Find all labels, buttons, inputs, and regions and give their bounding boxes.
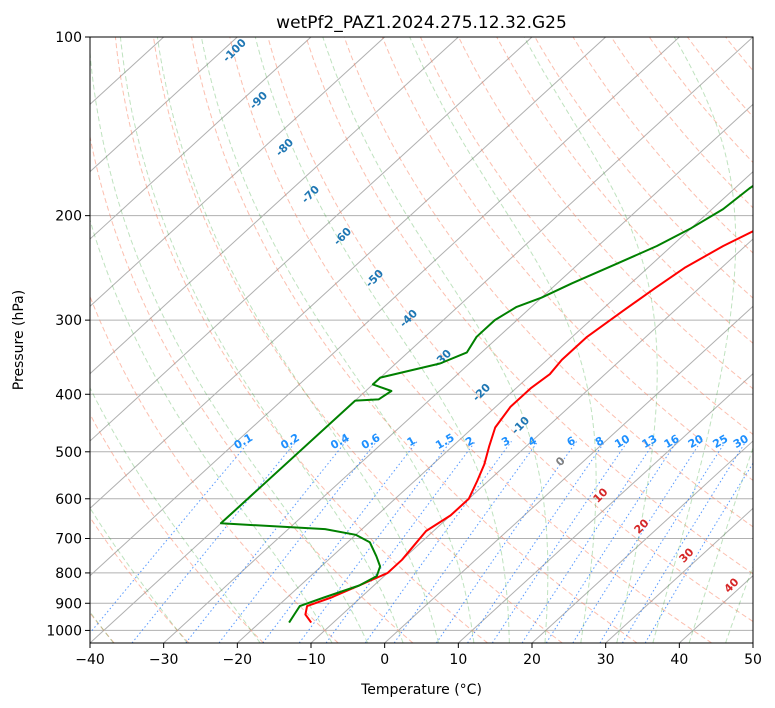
y-tick-label: 100 (55, 30, 82, 46)
mixing-ratio-line (364, 441, 512, 643)
sounding-profiles (219, 184, 753, 624)
y-tick-label: 600 (55, 492, 82, 508)
dry-adiabat (610, 37, 753, 209)
mixing-ratio-line (467, 441, 606, 643)
plot-frame (89, 36, 754, 644)
moist-adiabat (90, 48, 369, 643)
isotherm-gridline (163, 103, 753, 643)
isotherm-gridline (90, 37, 607, 510)
moist-adiabat (409, 37, 597, 643)
dewpoint-profile-line (219, 184, 753, 624)
dry-adiabat (153, 37, 563, 643)
dry-adiabat (458, 37, 753, 390)
y-tick-label: 1000 (46, 623, 82, 639)
mixing-ratio-line (572, 441, 702, 643)
x-tick-label: 10 (449, 652, 467, 668)
y-tick-label: 900 (55, 596, 82, 612)
isotherm-gridline (236, 170, 753, 643)
isotherm-gridline (457, 372, 753, 643)
y-tick-label: 700 (55, 532, 82, 548)
x-tick-label: 50 (744, 652, 762, 668)
dry-adiabat (305, 37, 753, 575)
mixing-ratio-line (545, 441, 678, 643)
y-tick-label: 300 (55, 313, 82, 329)
mixing-ratio-line (644, 462, 753, 643)
isotherm-gridline (90, 37, 312, 240)
mixing-ratio-line (621, 441, 747, 643)
y-tick-label: 400 (55, 387, 82, 403)
y-axis-label: Pressure (hPa) (11, 290, 27, 390)
dry-adiabat (90, 516, 190, 643)
dry-adiabat (343, 37, 753, 528)
dry-adiabat (191, 37, 638, 643)
isotherm-gridline (531, 440, 753, 643)
dry-adiabat (648, 37, 753, 164)
x-tick-label: 40 (670, 652, 688, 668)
x-tick-label: −40 (75, 652, 105, 668)
isotherm-gridline (90, 37, 238, 173)
moist-adiabats (90, 37, 753, 643)
mixing-ratio-line (435, 441, 578, 643)
moist-adiabat (119, 37, 404, 643)
isotherm-gridline (90, 37, 533, 442)
mixing-ratio-line (599, 441, 727, 643)
x-tick-label: 20 (523, 652, 541, 668)
dry-adiabat (90, 295, 339, 643)
moist-adiabat (90, 218, 333, 643)
x-tick-label: 30 (597, 652, 615, 668)
dry-adiabat (267, 37, 753, 623)
y-axis-ticks: 100 200 300 400 500 600 700 800 900 1000 (46, 30, 90, 639)
dry-adiabat (114, 37, 488, 643)
y-tick-label: 200 (55, 209, 82, 225)
moist-adiabat (90, 386, 261, 643)
isotherm-gridline (605, 507, 753, 643)
moist-adiabat (322, 37, 549, 643)
mixing-ratio-line (131, 440, 297, 643)
moist-adiabat (254, 37, 510, 643)
mixing-ratio-label: 36 (752, 432, 772, 451)
x-tick-label: 0 (380, 652, 389, 668)
temperature-profile-line (304, 230, 753, 624)
dry-adiabats (90, 37, 753, 643)
isotherm-gridline (90, 37, 459, 375)
mixing-ratio-line (491, 441, 629, 643)
moist-adiabat (200, 37, 475, 643)
isotherm-gridline (90, 37, 680, 577)
x-axis-label: Temperature (°C) (360, 682, 482, 698)
chart-title: wetPf2_PAZ1.2024.275.12.32.G25 (276, 13, 567, 33)
x-tick-label: −30 (149, 652, 179, 668)
moist-adiabat (652, 37, 737, 643)
isotherm-gridline (90, 37, 753, 643)
dry-adiabat (420, 37, 753, 436)
isotherm-gridline (90, 37, 386, 308)
dry-adiabat (381, 37, 753, 481)
dry-adiabat (496, 37, 753, 344)
moist-adiabat (90, 507, 188, 643)
y-tick-label: 500 (55, 445, 82, 461)
isotherm-gridline (384, 305, 753, 643)
moist-adiabat (688, 446, 753, 643)
mixing-ratio-line (218, 440, 378, 643)
y-tick-label: 800 (55, 566, 82, 582)
x-tick-label: −20 (223, 652, 253, 668)
mixing-ratio-line (521, 441, 656, 643)
mixing-ratio-line (325, 440, 476, 643)
x-axis-ticks: −40 −30 −20 −10 0 10 20 30 40 50 (75, 643, 762, 668)
dry-adiabat (229, 37, 712, 643)
x-tick-label: −10 (296, 652, 326, 668)
mixing-ratio-lines (90, 440, 753, 643)
moist-adiabat (523, 37, 658, 643)
